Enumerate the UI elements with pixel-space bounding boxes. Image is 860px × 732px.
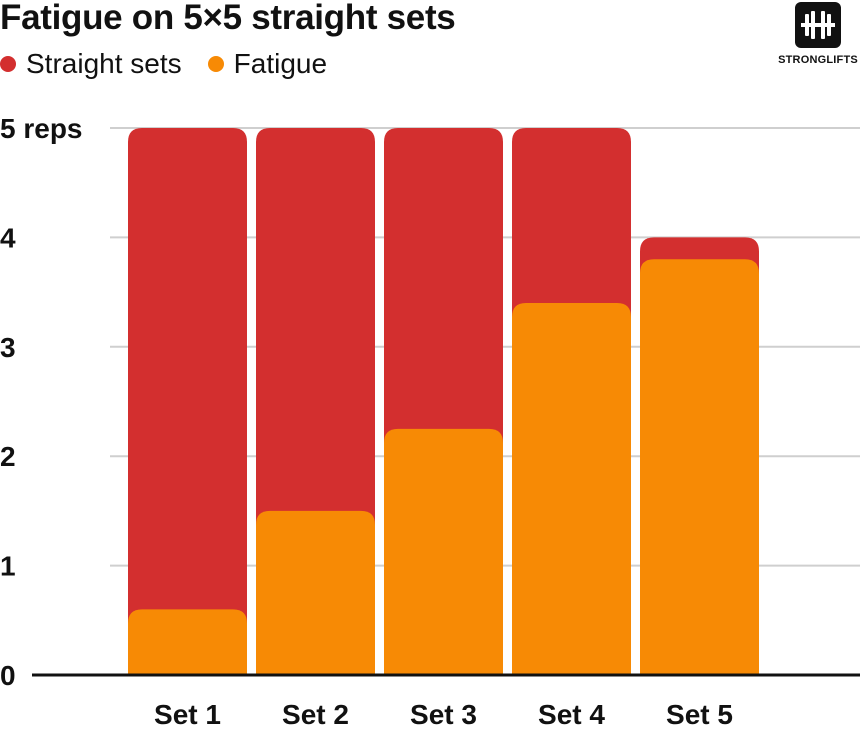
stronglifts-logo: STRONGLIFTS [776,2,860,66]
axes: 0 1 2 3 4 5 reps Set 1 Set 2 Set 3 Set 4 Set 5 [0,113,860,730]
bar-fatigue-2 [256,510,375,675]
chart-title: Fatigue on 5×5 straight sets [0,0,456,37]
bar-fatigue-1 [128,609,247,675]
legend-item-straight-sets: Straight sets [0,48,182,80]
logo-text: STRONGLIFTS [778,54,858,66]
x-tick-label-5: Set 5 [666,699,733,730]
y-tick-label-2: 2 [0,441,16,472]
y-tick-label-0: 0 [0,660,16,691]
legend-item-fatigue: Fatigue [207,48,328,80]
legend: Straight sets Fatigue [0,48,353,80]
legend-swatch-straight-sets [0,56,16,72]
bar-fatigue-4 [512,303,631,675]
y-tick-label-3: 3 [0,332,16,363]
legend-swatch-fatigue [207,56,224,72]
x-tick-label-3: Set 3 [410,699,477,730]
y-tick-label-5: 5 reps [0,113,83,144]
legend-label-straight-sets: Straight sets [26,48,182,79]
bar-fatigue-3 [384,428,503,675]
bar-straight-sets-1 [128,128,247,675]
y-tick-label-4: 4 [0,222,16,253]
bars [128,128,759,675]
legend-label-fatigue: Fatigue [233,48,328,79]
x-tick-label-1: Set 1 [154,699,221,730]
barbell-icon [795,2,841,48]
bar-fatigue-5 [640,259,759,675]
y-tick-label-1: 1 [0,551,16,582]
x-tick-label-2: Set 2 [282,699,349,730]
x-tick-label-4: Set 4 [538,699,605,730]
